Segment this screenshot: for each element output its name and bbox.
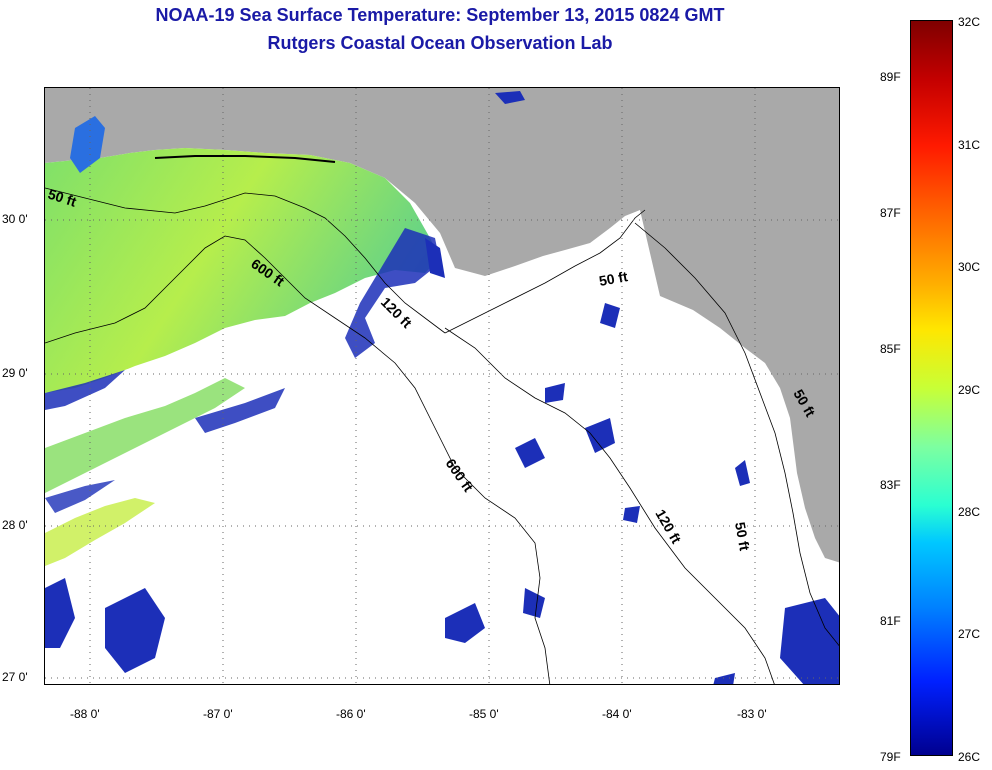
- lat-label: 29 0': [2, 366, 28, 380]
- warm-water-band: [45, 378, 245, 493]
- depth-label: 50 ft: [598, 268, 629, 289]
- colorbar-celsius-label: 30C: [958, 260, 981, 274]
- lat-label: 28 0': [2, 518, 28, 532]
- map-subtitle: Rutgers Coastal Ocean Observation Lab: [267, 33, 613, 53]
- lon-label: -88 0': [70, 707, 100, 721]
- colorbar-celsius-label: 29C: [958, 383, 981, 397]
- cool-water-patches: [45, 91, 839, 684]
- lon-label: -83 0': [737, 707, 767, 721]
- land-mass: [45, 88, 839, 563]
- lat-label: 30 0': [2, 212, 28, 226]
- sst-map: 50 ft 600 ft 120 ft 600 ft 50 ft 120 ft …: [44, 87, 840, 685]
- colorbar-fahrenheit-label: 85F: [880, 342, 901, 356]
- colorbar-celsius-label: 27C: [958, 627, 981, 641]
- colorbar-fahrenheit-label: 83F: [880, 478, 901, 492]
- colorbar-fahrenheit-label: 79F: [880, 750, 901, 764]
- colorbar-celsius-label: 31C: [958, 138, 981, 152]
- coastline: [154, 155, 336, 163]
- map-title: NOAA-19 Sea Surface Temperature: Septemb…: [155, 5, 725, 25]
- warm-water-region: [45, 148, 440, 393]
- depth-label: 50 ft: [732, 521, 753, 552]
- warm-water-band-south: [45, 498, 155, 566]
- lon-label: -87 0': [203, 707, 233, 721]
- depth-label: 600 ft: [443, 456, 477, 495]
- lon-label: -84 0': [602, 707, 632, 721]
- colorbar-celsius-label: 32C: [958, 15, 981, 29]
- colorbar-celsius-label: 28C: [958, 505, 981, 519]
- lon-label: -85 0': [469, 707, 499, 721]
- depth-label: 120 ft: [378, 294, 415, 331]
- lon-label: -86 0': [336, 707, 366, 721]
- colorbar-fahrenheit-label: 81F: [880, 614, 901, 628]
- colorbar-celsius-label: 26C: [958, 750, 981, 764]
- depth-contours: [45, 187, 839, 684]
- colorbar-fahrenheit-label: 87F: [880, 206, 901, 220]
- graticule: [45, 88, 839, 684]
- colorbar-fahrenheit-label: 89F: [880, 70, 901, 84]
- lat-label: 27 0': [2, 670, 28, 684]
- temperature-colorbar: [910, 20, 953, 756]
